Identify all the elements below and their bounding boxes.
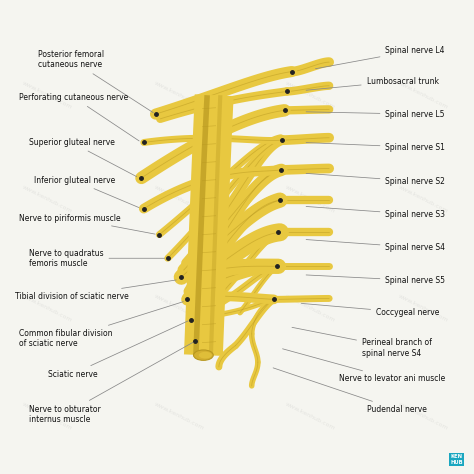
Text: Spinal nerve S5: Spinal nerve S5 <box>306 275 446 285</box>
Text: www.kenhub.com: www.kenhub.com <box>153 81 205 110</box>
Text: www.kenhub.com: www.kenhub.com <box>22 81 73 110</box>
Text: www.kenhub.com: www.kenhub.com <box>397 81 449 110</box>
Ellipse shape <box>199 352 212 358</box>
Text: KEN
HUB: KEN HUB <box>450 454 463 465</box>
Text: Tibial division of sciatic nerve: Tibial division of sciatic nerve <box>15 280 176 301</box>
Text: www.kenhub.com: www.kenhub.com <box>22 293 73 323</box>
Text: Coccygeal nerve: Coccygeal nerve <box>301 303 439 317</box>
Text: www.kenhub.com: www.kenhub.com <box>397 402 449 431</box>
Text: www.kenhub.com: www.kenhub.com <box>284 402 336 431</box>
Text: Perforating cutaneous nerve: Perforating cutaneous nerve <box>19 93 139 141</box>
Text: www.kenhub.com: www.kenhub.com <box>22 184 73 214</box>
Text: Pudendal nerve: Pudendal nerve <box>273 368 427 414</box>
Text: www.kenhub.com: www.kenhub.com <box>284 184 336 214</box>
Text: Perineal branch of
spinal nerve S4: Perineal branch of spinal nerve S4 <box>292 328 432 358</box>
Text: Inferior gluteal nerve: Inferior gluteal nerve <box>34 176 139 208</box>
Text: Spinal nerve S2: Spinal nerve S2 <box>306 173 446 186</box>
Text: Spinal nerve L4: Spinal nerve L4 <box>316 46 445 69</box>
Text: Spinal nerve S4: Spinal nerve S4 <box>306 239 446 252</box>
Text: Spinal nerve S3: Spinal nerve S3 <box>306 207 446 219</box>
Text: www.kenhub.com: www.kenhub.com <box>284 81 336 110</box>
Text: www.kenhub.com: www.kenhub.com <box>397 293 449 323</box>
Text: Nerve to levator ani muscle: Nerve to levator ani muscle <box>283 349 445 383</box>
Text: www.kenhub.com: www.kenhub.com <box>22 402 73 431</box>
Text: www.kenhub.com: www.kenhub.com <box>153 402 205 431</box>
Text: Nerve to piriformis muscle: Nerve to piriformis muscle <box>19 214 155 234</box>
Text: Spinal nerve L5: Spinal nerve L5 <box>306 109 445 118</box>
Text: www.kenhub.com: www.kenhub.com <box>284 293 336 323</box>
Text: Nerve to obturator
internus muscle: Nerve to obturator internus muscle <box>29 342 193 424</box>
Text: Nerve to quadratus
femoris muscle: Nerve to quadratus femoris muscle <box>29 248 164 268</box>
Text: www.kenhub.com: www.kenhub.com <box>397 184 449 214</box>
Text: Lumbosacral trunk: Lumbosacral trunk <box>306 76 438 90</box>
Text: Posterior femoral
cutaneous nerve: Posterior femoral cutaneous nerve <box>38 50 153 113</box>
Ellipse shape <box>193 350 213 360</box>
Text: Spinal nerve S1: Spinal nerve S1 <box>306 143 446 152</box>
Text: Common fibular division
of sciatic nerve: Common fibular division of sciatic nerve <box>19 301 183 348</box>
Text: Superior gluteal nerve: Superior gluteal nerve <box>29 138 137 177</box>
Text: www.kenhub.com: www.kenhub.com <box>153 184 205 214</box>
Text: Sciatic nerve: Sciatic nerve <box>47 321 188 379</box>
Text: www.kenhub.com: www.kenhub.com <box>153 293 205 323</box>
